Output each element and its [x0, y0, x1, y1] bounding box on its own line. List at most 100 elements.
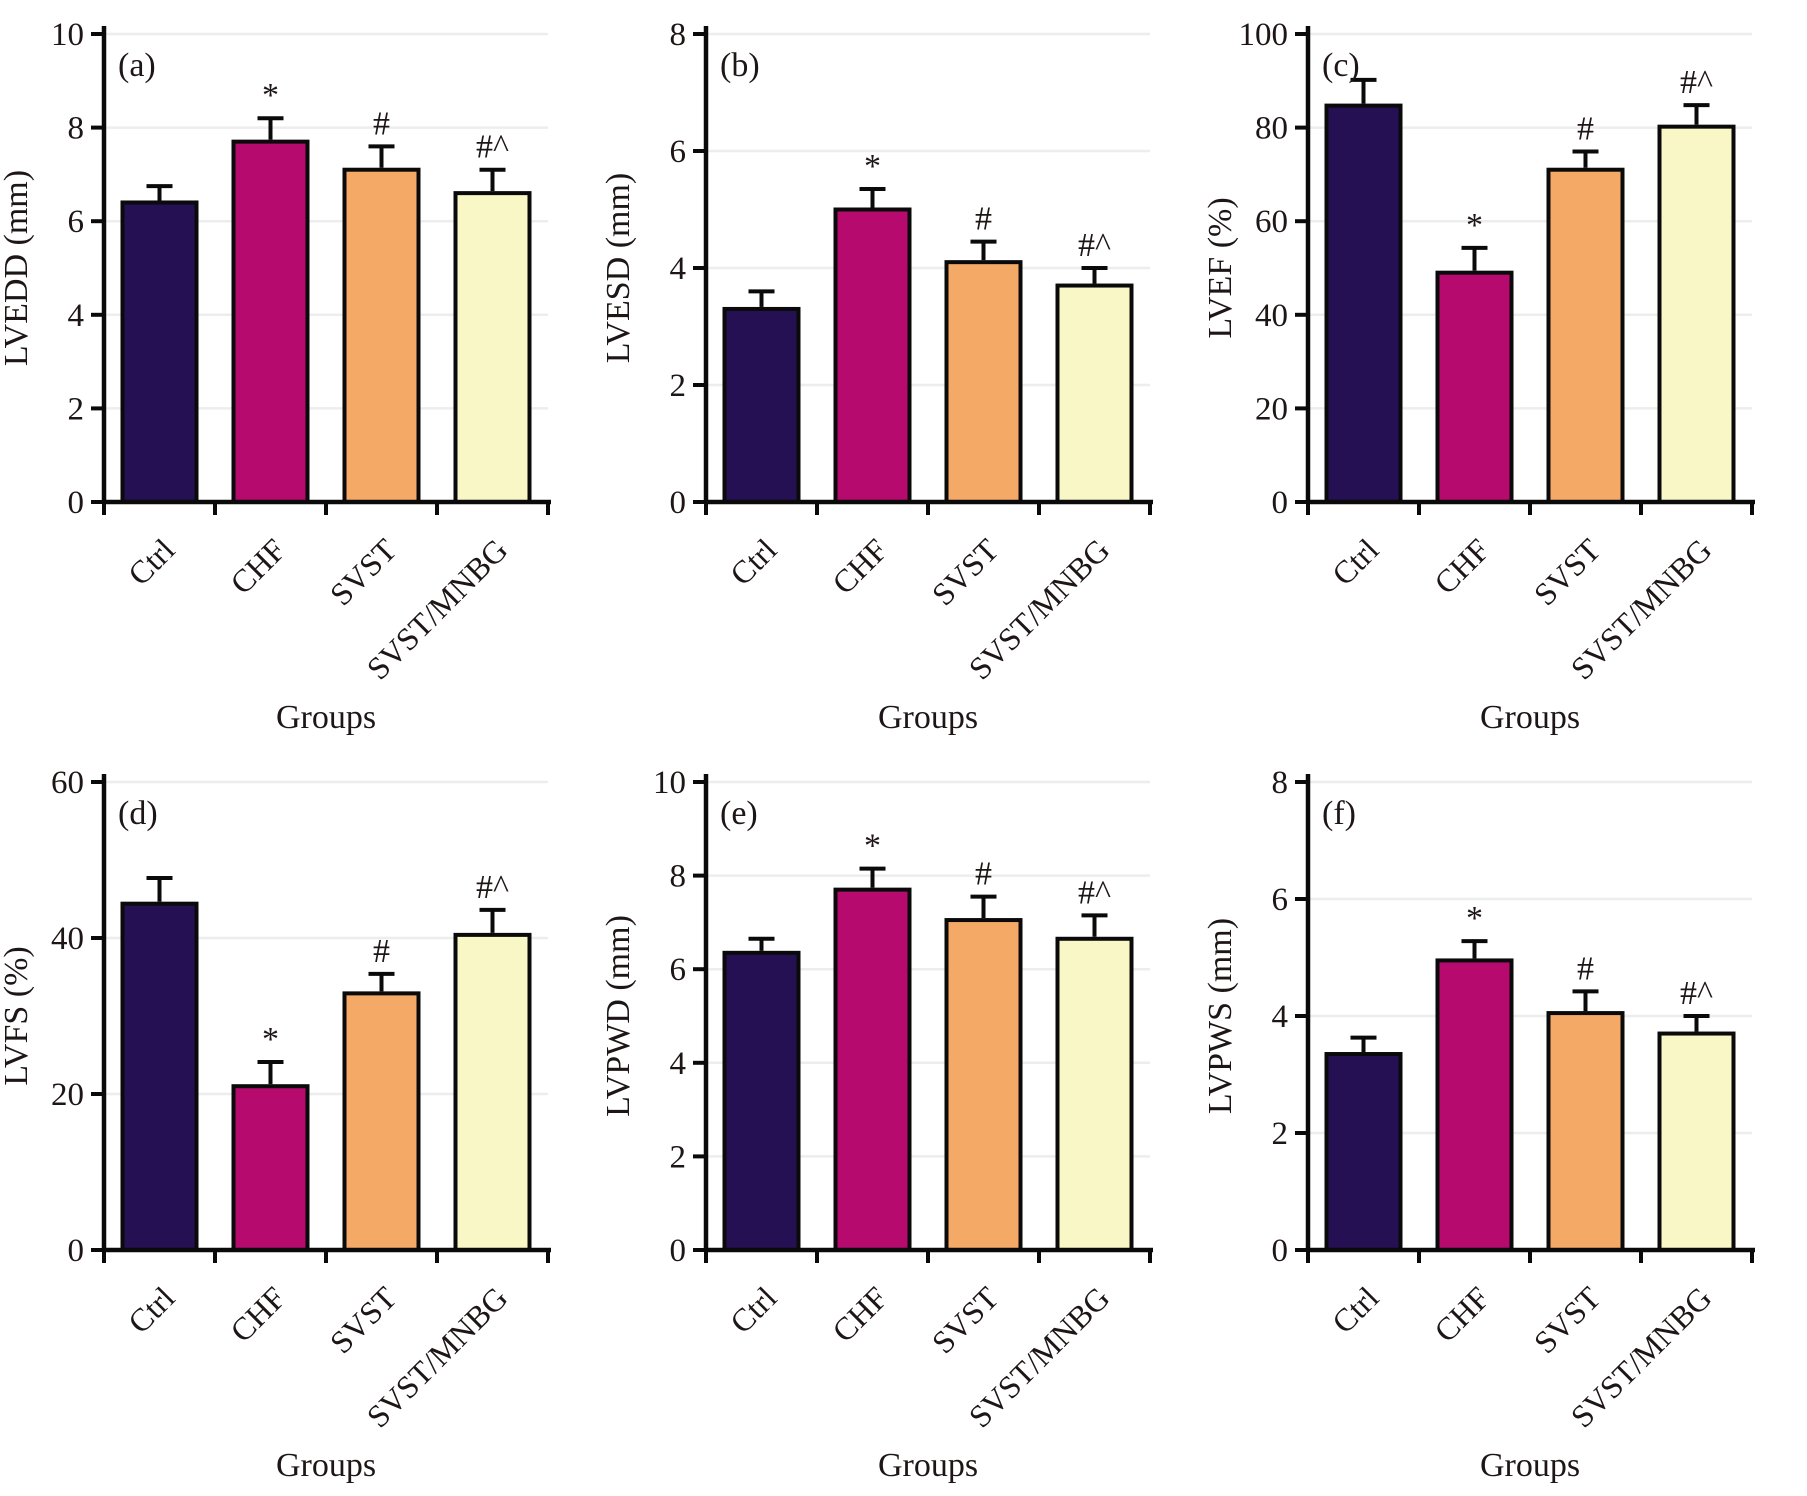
sig-marker: #^	[1680, 975, 1713, 1012]
y-tick-label: 6	[670, 134, 687, 170]
y-tick-label: 4	[670, 251, 687, 287]
sig-marker: *	[1466, 900, 1483, 937]
x-axis-title: Groups	[1480, 1447, 1580, 1484]
x-tick-label: CHF	[1427, 1279, 1496, 1348]
y-tick-label: 100	[1239, 17, 1289, 53]
bar-ctrl	[1324, 103, 1403, 504]
sig-marker: #^	[1680, 64, 1713, 101]
sig-marker: *	[262, 77, 279, 114]
bar-svst-mnbg	[1055, 283, 1134, 504]
x-tick-label: Ctrl	[121, 1279, 182, 1340]
panel-label: (d)	[118, 795, 158, 832]
x-tick-label: Ctrl	[723, 1279, 784, 1340]
bar-svst-mnbg	[1657, 1031, 1736, 1252]
y-tick-label: 0	[1272, 485, 1289, 521]
y-tick-label: 0	[1272, 1233, 1289, 1269]
bar-chf	[231, 139, 310, 504]
bar-ctrl	[120, 200, 199, 504]
y-axis-title: LVEDD (mm)	[0, 170, 35, 366]
y-tick-label: 2	[670, 1139, 687, 1175]
y-tick-label: 8	[1272, 765, 1289, 801]
sig-marker: #	[975, 856, 992, 893]
bar-chf	[1435, 270, 1514, 504]
y-tick-label: 2	[1272, 1116, 1289, 1152]
y-axis-title: LVEF (%)	[1204, 197, 1239, 338]
y-tick-label: 60	[1255, 204, 1288, 240]
y-tick-label: 6	[670, 952, 687, 988]
bar-svst	[342, 991, 421, 1252]
chart-panel-b: * # #^ 0 2 4 6 8 Ctrl CHF SVST SVST/MNBG LVESD (mm) G…	[602, 0, 1204, 748]
chart-panel-e: * # #^ 0 2 4 6 8 10 Ctrl CHF SVST SVST/MNBG LVPWD (mm…	[602, 748, 1204, 1496]
sig-marker: #	[1577, 110, 1594, 147]
y-tick-label: 8	[670, 17, 687, 53]
x-tick-label: SVST	[925, 531, 1006, 612]
y-tick-label: 4	[670, 1046, 687, 1082]
x-tick-label: CHF	[223, 1279, 292, 1348]
sig-marker: *	[864, 828, 881, 865]
y-axis-title: LVPWS (mm)	[1204, 918, 1239, 1114]
bar-ctrl	[722, 306, 801, 505]
y-axis-title: LVFS (%)	[0, 946, 35, 1086]
sig-marker: *	[1466, 207, 1483, 244]
panel-label: (f)	[1322, 795, 1356, 832]
sig-marker: #^	[476, 869, 509, 906]
x-tick-label: CHF	[223, 531, 292, 600]
x-tick-label: Ctrl	[1325, 531, 1386, 592]
x-tick-label: SVST	[1527, 1279, 1608, 1360]
y-tick-label: 40	[1255, 298, 1288, 334]
y-tick-label: 4	[68, 298, 85, 334]
chart-panel-c: * # #^ 0 20 40 60 80 100 Ctrl CHF SVST SVST/MNBG LVEF…	[1204, 0, 1806, 748]
y-tick-label: 40	[51, 921, 84, 957]
y-tick-label: 8	[68, 111, 85, 147]
x-tick-label: CHF	[1427, 531, 1496, 600]
x-tick-label: CHF	[825, 1279, 894, 1348]
x-tick-label: SVST	[925, 1279, 1006, 1360]
y-tick-label: 60	[51, 765, 84, 801]
bar-ctrl	[722, 950, 801, 1252]
x-tick-label: SVST	[323, 531, 404, 612]
panel-label: (a)	[118, 47, 156, 84]
sig-marker: *	[262, 1021, 279, 1058]
x-axis-title: Groups	[1480, 699, 1580, 736]
chart-panel-d: * # #^ 0 20 40 60 Ctrl CHF SVST SVST/MNBG LVFS (%) G…	[0, 748, 602, 1496]
bar-chf	[231, 1084, 310, 1253]
bar-svst	[944, 918, 1023, 1252]
y-tick-label: 2	[68, 391, 85, 427]
sig-marker: #	[373, 105, 390, 142]
y-tick-label: 80	[1255, 111, 1288, 147]
bar-svst	[1546, 1011, 1625, 1253]
y-tick-label: 4	[1272, 999, 1289, 1035]
x-axis-title: Groups	[878, 699, 978, 736]
y-tick-label: 0	[68, 1233, 85, 1269]
y-tick-label: 10	[51, 17, 84, 53]
bar-svst	[1546, 167, 1625, 504]
bar-svst-mnbg	[1055, 936, 1134, 1252]
y-tick-label: 8	[670, 859, 687, 895]
bar-chf	[833, 207, 912, 504]
y-tick-label: 20	[51, 1077, 84, 1113]
sig-marker: #	[1577, 950, 1594, 987]
sig-marker: #^	[1078, 874, 1111, 911]
x-tick-label: CHF	[825, 531, 894, 600]
sig-marker: *	[864, 148, 881, 185]
x-tick-label: SVST	[323, 1279, 404, 1360]
y-tick-label: 0	[670, 1233, 687, 1269]
sig-marker: #^	[1078, 227, 1111, 264]
x-tick-label: SVST	[1527, 531, 1608, 612]
bar-svst-mnbg	[453, 932, 532, 1252]
x-axis-title: Groups	[878, 1447, 978, 1484]
y-tick-label: 10	[653, 765, 686, 801]
x-tick-label: Ctrl	[1325, 1279, 1386, 1340]
chart-panel-f: * # #^ 0 2 4 6 8 Ctrl CHF SVST SVST/MNBG LVPWS (mm) G…	[1204, 748, 1806, 1496]
bar-svst	[944, 260, 1023, 504]
y-tick-label: 2	[670, 368, 687, 404]
sig-marker: #^	[476, 129, 509, 166]
bar-svst-mnbg	[453, 191, 532, 504]
bar-chf	[1435, 958, 1514, 1253]
y-axis-title: LVESD (mm)	[602, 173, 637, 363]
